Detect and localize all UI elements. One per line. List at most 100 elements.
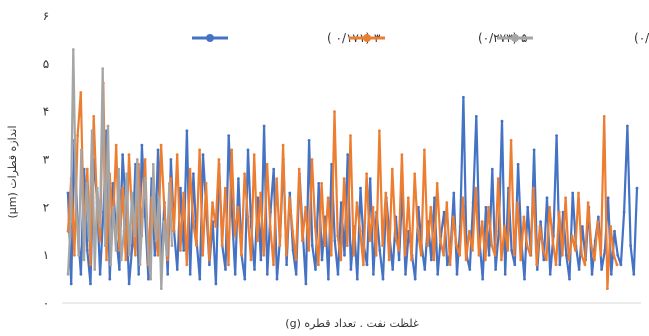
data-point (519, 258, 523, 262)
data-point (416, 229, 420, 233)
data-point (455, 244, 458, 248)
data-point (632, 272, 636, 276)
data-point (188, 167, 192, 171)
data-point (320, 182, 323, 185)
data-point (423, 268, 427, 271)
data-point (609, 272, 613, 276)
data-point (275, 177, 279, 181)
data-point (114, 249, 118, 252)
data-point (284, 253, 288, 257)
data-point (143, 177, 147, 181)
data-point (230, 148, 234, 152)
data-point (256, 239, 259, 243)
data-point (66, 191, 70, 195)
data-point (596, 220, 600, 224)
data-point (188, 272, 192, 276)
data-point (79, 148, 83, 152)
data-point (590, 272, 594, 276)
data-point (464, 258, 468, 262)
legend: ۳۰ (۰/۱۷۱ )۵۰ (۰/۲۷۳)۱۰۰ (۰/۵۵۲) (192, 31, 649, 45)
data-point (166, 272, 170, 276)
data-point (586, 201, 590, 205)
data-point (208, 263, 211, 267)
data-point (90, 129, 94, 133)
data-point (513, 263, 517, 267)
data-point (583, 263, 587, 267)
data-point (432, 258, 436, 262)
data-point (506, 249, 510, 252)
data-point (259, 258, 263, 262)
data-point (512, 253, 516, 257)
data-point (568, 277, 571, 281)
data-point (493, 253, 497, 257)
data-point (442, 253, 445, 257)
data-point (74, 201, 78, 205)
data-point (127, 253, 131, 257)
data-point (577, 268, 581, 271)
data-point (304, 282, 308, 286)
data-point (516, 201, 519, 205)
data-point (98, 239, 102, 243)
data-point (435, 182, 439, 185)
data-point (339, 258, 343, 262)
data-point (118, 268, 121, 271)
data-point (387, 258, 391, 262)
data-point (419, 253, 423, 257)
data-point (191, 220, 195, 224)
data-point (162, 220, 166, 224)
data-point (326, 196, 330, 200)
data-point (509, 139, 513, 142)
data-point (490, 167, 494, 171)
y-axis-title: اندازه قطرات (µm) (6, 125, 19, 218)
data-point (400, 153, 404, 157)
data-point (185, 263, 189, 267)
data-point (323, 244, 327, 248)
data-point (442, 210, 446, 214)
data-point (339, 201, 343, 205)
data-point (314, 268, 317, 271)
data-point (119, 258, 123, 262)
data-point (352, 253, 356, 257)
data-point (343, 253, 346, 257)
data-point (130, 191, 134, 195)
data-point (233, 234, 237, 238)
data-point (169, 177, 173, 181)
data-point (201, 153, 205, 157)
data-point (246, 148, 250, 152)
data-point (522, 215, 526, 219)
data-point (474, 115, 478, 118)
data-point (545, 258, 548, 262)
data-point (490, 244, 494, 248)
data-point (467, 229, 471, 233)
data-point (149, 277, 153, 281)
series-3 (66, 48, 174, 290)
data-point (391, 268, 395, 271)
data-point (135, 158, 139, 161)
data-point (140, 143, 144, 147)
data-point (141, 210, 145, 214)
data-point (433, 196, 436, 200)
data-point (336, 272, 340, 276)
data-point (558, 263, 562, 267)
data-point (69, 282, 73, 286)
data-point (589, 244, 593, 248)
data-point (98, 272, 102, 276)
data-point (124, 258, 128, 262)
data-point (85, 182, 89, 185)
data-point (423, 148, 426, 152)
data-point (288, 191, 292, 195)
data-point (169, 158, 173, 161)
data-point (109, 263, 113, 267)
data-point (166, 258, 169, 262)
data-point (593, 258, 596, 262)
data-point (185, 129, 189, 133)
data-point (526, 205, 530, 209)
data-point (153, 253, 157, 257)
data-point (403, 253, 407, 257)
data-point (564, 253, 568, 257)
data-point (381, 244, 384, 248)
data-point (487, 205, 490, 209)
data-point (538, 225, 542, 228)
data-point (85, 167, 89, 171)
